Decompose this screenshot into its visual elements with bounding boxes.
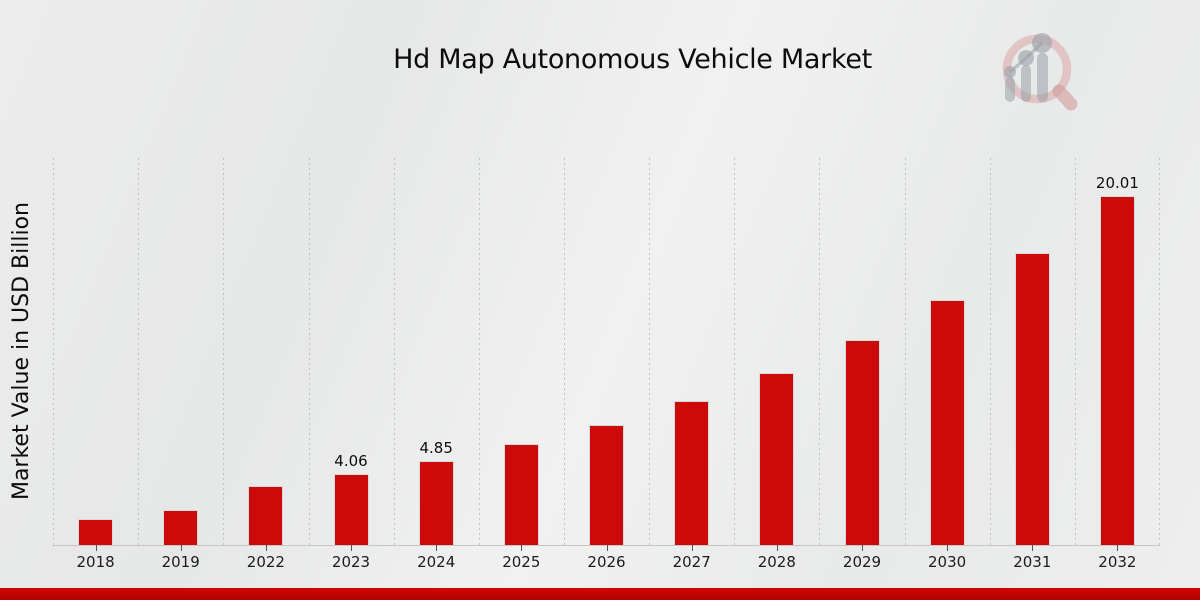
axis-tick (436, 545, 438, 551)
bar-2032 (1099, 196, 1135, 545)
x-tick-label: 2026 (587, 553, 626, 571)
gridline (223, 158, 225, 545)
x-tick-label: 2029 (842, 553, 882, 571)
bar-2028 (759, 373, 795, 545)
x-tick-label: 2030 (928, 553, 967, 571)
bar-2025 (503, 444, 539, 545)
bar-value-label: 20.01 (1095, 174, 1139, 193)
bar-2018 (78, 518, 114, 545)
x-tick-label: 2031 (1013, 553, 1052, 571)
axis-tick (776, 545, 778, 551)
axis-tick (265, 545, 267, 551)
plot-area: 2018 2019 2022 4.06 2023 4.85 2024 2025 2026 2027… (53, 158, 1160, 571)
bar-2029 (844, 340, 880, 545)
bar-2024 (418, 460, 454, 545)
x-tick-label: 2023 (331, 553, 371, 571)
bottom-accent-bar (0, 588, 1200, 600)
axis-tick (1117, 545, 1119, 551)
gridline (1074, 158, 1076, 545)
x-tick-label: 2032 (1098, 553, 1137, 571)
bar-2019 (163, 510, 199, 545)
magnifier-bar-chart-logo-icon (994, 31, 1088, 115)
gridline (819, 158, 821, 545)
axis-tick (606, 545, 608, 551)
y-axis-title-container: Market Value in USD Billion (4, 158, 38, 545)
axis-tick (95, 545, 97, 551)
gridline (1159, 158, 1160, 545)
gridline (308, 158, 310, 545)
x-tick-label: 2019 (161, 553, 200, 571)
bar-value-label: 4.06 (334, 452, 368, 471)
gridline (904, 158, 906, 545)
gridline (563, 158, 565, 545)
gridline (138, 158, 140, 545)
x-tick-label: 2027 (672, 553, 711, 571)
bar-2027 (674, 401, 710, 545)
x-tick-label: 2028 (757, 553, 796, 571)
bar-2031 (1014, 252, 1050, 545)
axis-tick (521, 545, 523, 551)
gridline (393, 158, 395, 545)
axis-tick (862, 545, 863, 551)
bar-2022 (248, 485, 284, 545)
axis-tick (947, 545, 949, 551)
axis-tick (180, 545, 182, 551)
bar-2023 (333, 474, 369, 545)
chart-title: Hd Map Autonomous Vehicle Market (393, 44, 872, 75)
gridline (734, 158, 736, 545)
bar-value-label: 4.85 (419, 438, 453, 457)
bar-2026 (589, 424, 624, 545)
gridline (989, 158, 991, 545)
bar-2030 (929, 300, 965, 545)
y-axis-line (53, 158, 54, 545)
axis-tick (1032, 545, 1034, 551)
y-axis-title: Market Value in USD Billion (8, 202, 34, 501)
axis-tick (691, 545, 693, 551)
gridline (478, 158, 480, 545)
x-tick-label: 2025 (502, 553, 541, 571)
gridline (649, 158, 651, 545)
x-tick-label: 2018 (76, 553, 115, 571)
x-tick-label: 2022 (246, 553, 285, 571)
x-tick-label: 2024 (417, 553, 456, 571)
axis-tick (351, 545, 352, 551)
